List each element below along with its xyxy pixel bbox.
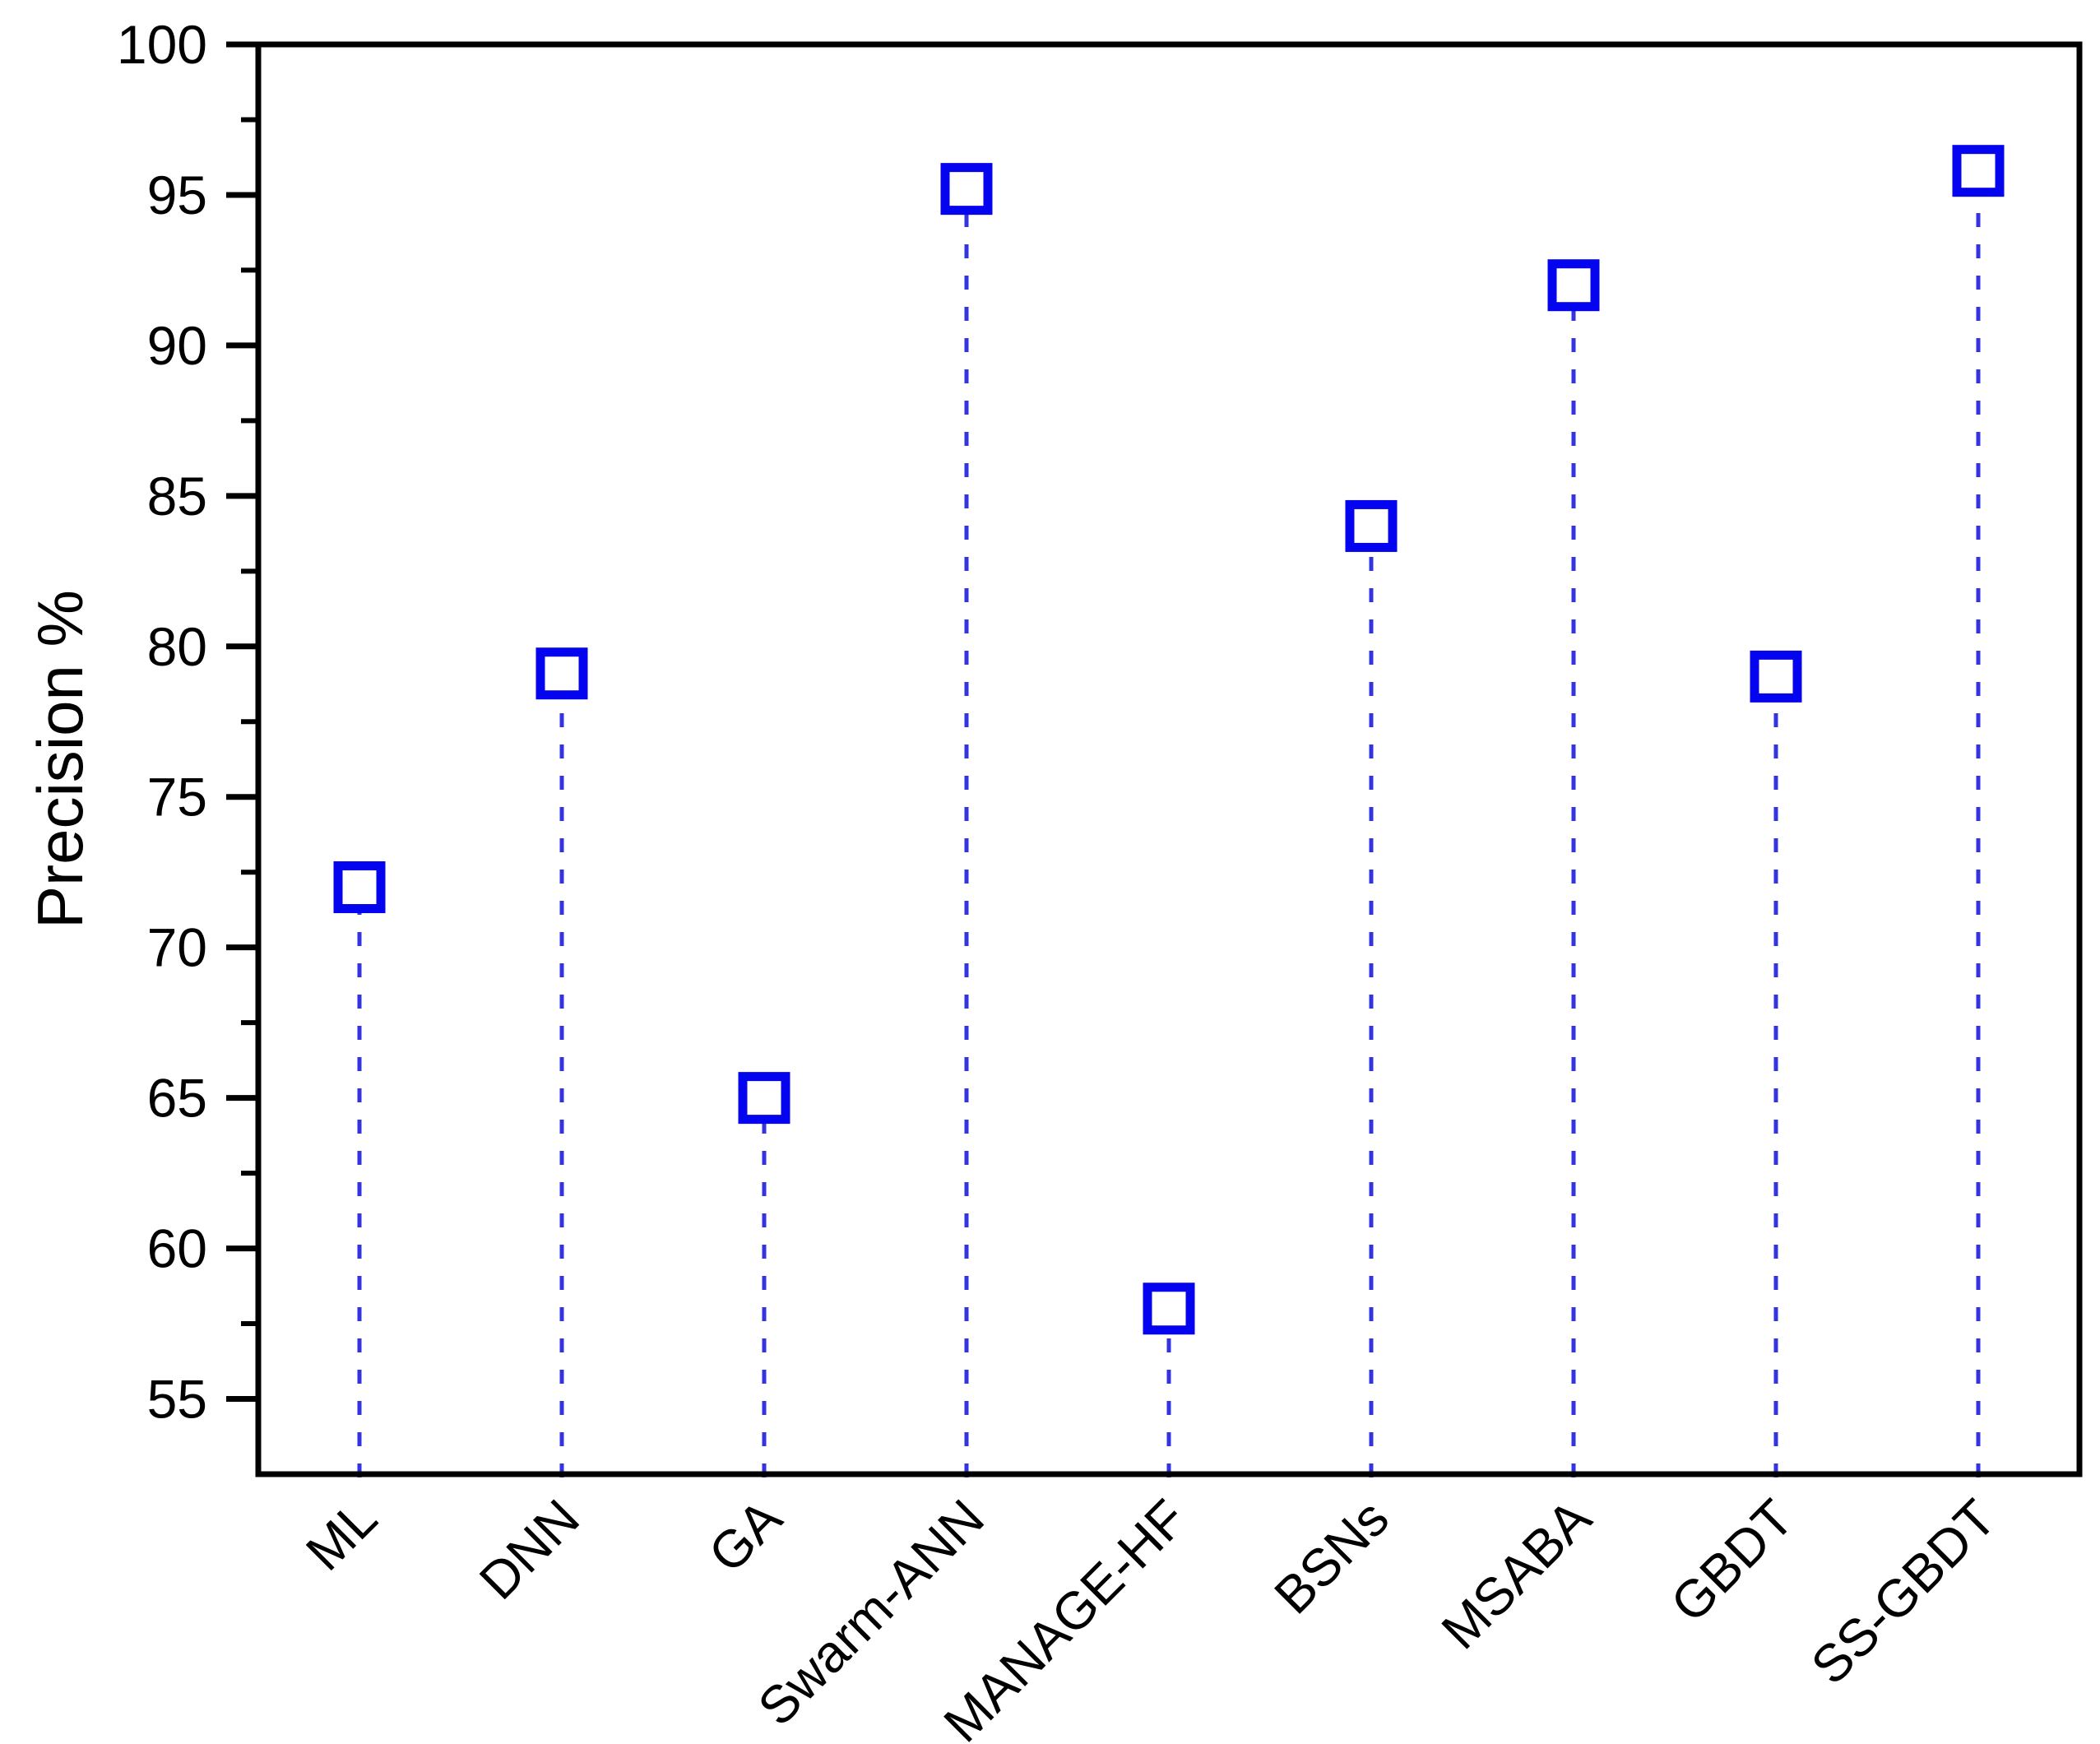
marker-MSABA — [1547, 259, 1600, 312]
marker-BSNs — [1345, 499, 1398, 552]
y-tick-label-95: 95 — [147, 165, 207, 225]
x-tick-label-ML: ML — [294, 1488, 388, 1582]
x-tick-label-MSABA: MSABA — [1430, 1488, 1603, 1661]
y-tick-label-90: 90 — [147, 315, 207, 376]
marker-GA — [738, 1072, 790, 1125]
y-tick-label-85: 85 — [147, 466, 207, 526]
y-tick-label-100: 100 — [117, 14, 207, 75]
x-tick-label-BSNs: BSNs — [1263, 1488, 1400, 1626]
x-tick-label-GBDT: GBDT — [1659, 1488, 1805, 1634]
y-tick-label-60: 60 — [147, 1218, 207, 1279]
y-tick-label-75: 75 — [147, 767, 207, 828]
x-tick-label-SS-GBDT: SS-GBDT — [1800, 1488, 2007, 1695]
y-tick-label-80: 80 — [147, 616, 207, 677]
marker-GBDT — [1750, 650, 1802, 703]
marker-Swarm-ANN — [940, 163, 993, 216]
y-tick-label-70: 70 — [147, 917, 207, 978]
marker-MANAGE-HF — [1143, 1282, 1195, 1335]
plot-frame — [255, 41, 2083, 1477]
x-tick-label-GA: GA — [698, 1488, 794, 1584]
y-tick-label-55: 55 — [147, 1369, 207, 1430]
marker-SS-GBDT — [1952, 145, 2005, 197]
y-tick-label-65: 65 — [147, 1068, 207, 1129]
x-tick-label-DNN: DNN — [468, 1488, 591, 1611]
y-axis-label: Precision % — [24, 590, 96, 929]
marker-DNN — [535, 647, 588, 700]
marker-ML — [333, 861, 386, 914]
